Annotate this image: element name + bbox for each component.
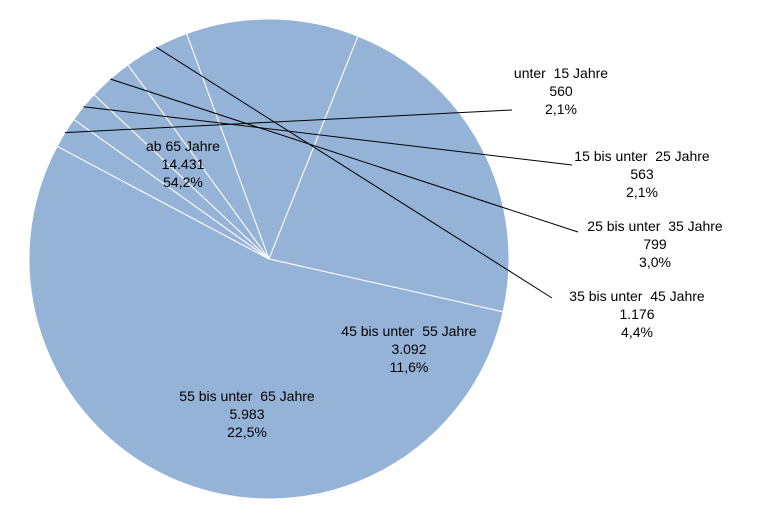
- pie-slice-55-bis-unter-65-jahre: [268, 35, 510, 313]
- slice-value-text: 560: [549, 83, 573, 99]
- slice-value-text: 5.983: [229, 406, 264, 422]
- slice-value-text: 1.176: [619, 306, 654, 322]
- slice-name-text: 15 bis unter 25 Jahre: [574, 148, 710, 164]
- slice-value-text: 14.431: [162, 156, 205, 172]
- slice-percent-text: 2,1%: [545, 101, 577, 117]
- slice-percent-text: 2,1%: [626, 184, 658, 200]
- pie-slice-45-bis-unter-55-jahre: [185, 18, 359, 261]
- slice-name-text: 55 bis unter 65 Jahre: [179, 388, 315, 404]
- slice-name-text: 35 bis unter 45 Jahre: [569, 288, 705, 304]
- slice-name-text: unter 15 Jahre: [514, 65, 608, 81]
- slice-label-45-bis-unter-55-jahre: 45 bis unter 55 Jahre 3.092 11,6%: [341, 323, 477, 375]
- slice-labels: unter 15 Jahre 560 2,1%15 bis unter 25 Jah…: [146, 65, 723, 440]
- slice-name-text: ab 65 Jahre: [146, 138, 220, 154]
- slice-name-text: 45 bis unter 55 Jahre: [341, 323, 477, 339]
- pie-slice-ab-65-jahre: [28, 145, 504, 500]
- slice-percent-text: 54,2%: [163, 174, 203, 190]
- slice-label-ab-65-jahre: ab 65 Jahre 14.431 54,2%: [146, 138, 220, 190]
- leader-lines: [64, 46, 579, 299]
- slice-label-unter-15-jahre: unter 15 Jahre 560 2,1%: [514, 65, 608, 117]
- leader-line-15-bis-unter-25-jahre: [83, 106, 573, 166]
- slice-name-text: 25 bis unter 35 Jahre: [587, 218, 723, 234]
- slice-label-35-bis-unter-45-jahre: 35 bis unter 45 Jahre 1.176 4,4%: [569, 288, 705, 340]
- slice-percent-text: 3,0%: [639, 254, 671, 270]
- pie-slices: [28, 18, 510, 500]
- leader-line-25-bis-unter-35-jahre: [110, 78, 579, 233]
- leader-line-35-bis-unter-45-jahre: [155, 46, 553, 299]
- slice-label-15-bis-unter-25-jahre: 15 bis unter 25 Jahre 563 2,1%: [574, 148, 710, 200]
- leader-line-unter-15-jahre: [64, 109, 513, 134]
- slice-percent-text: 4,4%: [621, 324, 653, 340]
- slice-label-55-bis-unter-65-jahre: 55 bis unter 65 Jahre 5.983 22,5%: [179, 388, 315, 440]
- slice-value-text: 799: [643, 236, 667, 252]
- slice-value-text: 3.092: [391, 341, 426, 357]
- slice-label-25-bis-unter-35-jahre: 25 bis unter 35 Jahre 799 3,0%: [587, 218, 723, 270]
- slice-percent-text: 22,5%: [227, 424, 267, 440]
- slice-percent-text: 11,6%: [390, 359, 429, 375]
- slice-value-text: 563: [630, 166, 654, 182]
